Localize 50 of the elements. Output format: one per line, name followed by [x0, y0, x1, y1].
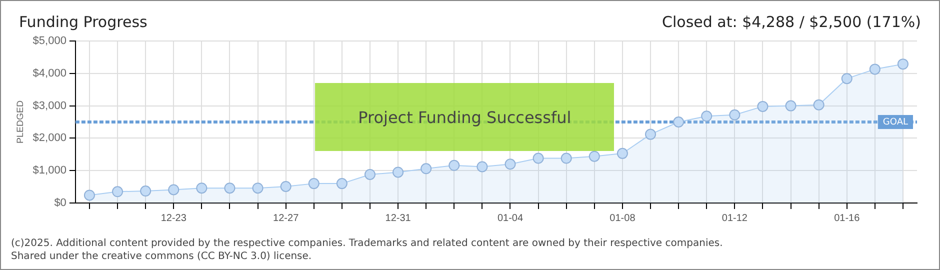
point: [168, 184, 180, 196]
y-tick-label: $3,000: [32, 100, 66, 112]
point: [504, 158, 516, 170]
point: [701, 110, 712, 122]
success-banner: Project Funding Successful: [315, 83, 614, 152]
ref-line-label: GOAL: [882, 117, 908, 128]
point: [757, 100, 768, 112]
x-tick-label: 12-31: [385, 212, 412, 224]
point: [308, 178, 320, 190]
point: [729, 109, 740, 120]
x-tick-label: 01-04: [497, 212, 524, 224]
point: [532, 152, 544, 164]
point: [112, 186, 124, 198]
y-tick-label: $0: [54, 197, 66, 210]
text: Shared under the creative commons (CC BY-NC 3.0) license.: [11, 251, 312, 262]
point: [560, 152, 572, 164]
point: [448, 160, 460, 171]
point: [224, 182, 236, 194]
point: [140, 186, 152, 197]
text: (c)2025. Additional content provided by the respective companies. Trademarks and related content are owned by their respective companies.: [11, 238, 723, 249]
point: [673, 116, 684, 128]
x-tick-label: 12-23: [160, 212, 187, 224]
y-axis-title: PLEDGED: [14, 100, 25, 144]
point: [588, 150, 600, 162]
point: [869, 64, 880, 75]
point: [280, 180, 292, 192]
point: [196, 182, 208, 194]
y-tick-label: $1,000: [32, 164, 66, 177]
text: Closed at: $4,288 / $2,500 (171%): [662, 13, 921, 31]
x-tick-label: 12-27: [273, 212, 300, 224]
y-tick-label: $4,000: [32, 67, 66, 80]
point: [84, 190, 95, 201]
point: [392, 166, 404, 178]
y-tick-label: $5,000: [32, 35, 66, 48]
x-tick-label: 01-16: [834, 212, 860, 224]
chart-title: Funding Progress: [19, 13, 148, 31]
point: [420, 163, 432, 174]
point: [476, 161, 488, 172]
point: [813, 99, 824, 110]
point: [645, 128, 656, 140]
x-tick-label: 01-12: [722, 212, 748, 224]
point: [252, 182, 264, 194]
y-tick-label: $2,000: [32, 132, 66, 144]
point: [336, 178, 348, 190]
point: [364, 168, 376, 180]
point: [785, 100, 796, 112]
point: [841, 73, 852, 84]
point: [616, 148, 628, 159]
x-tick-label: 01-08: [610, 212, 636, 224]
point: [897, 58, 908, 70]
